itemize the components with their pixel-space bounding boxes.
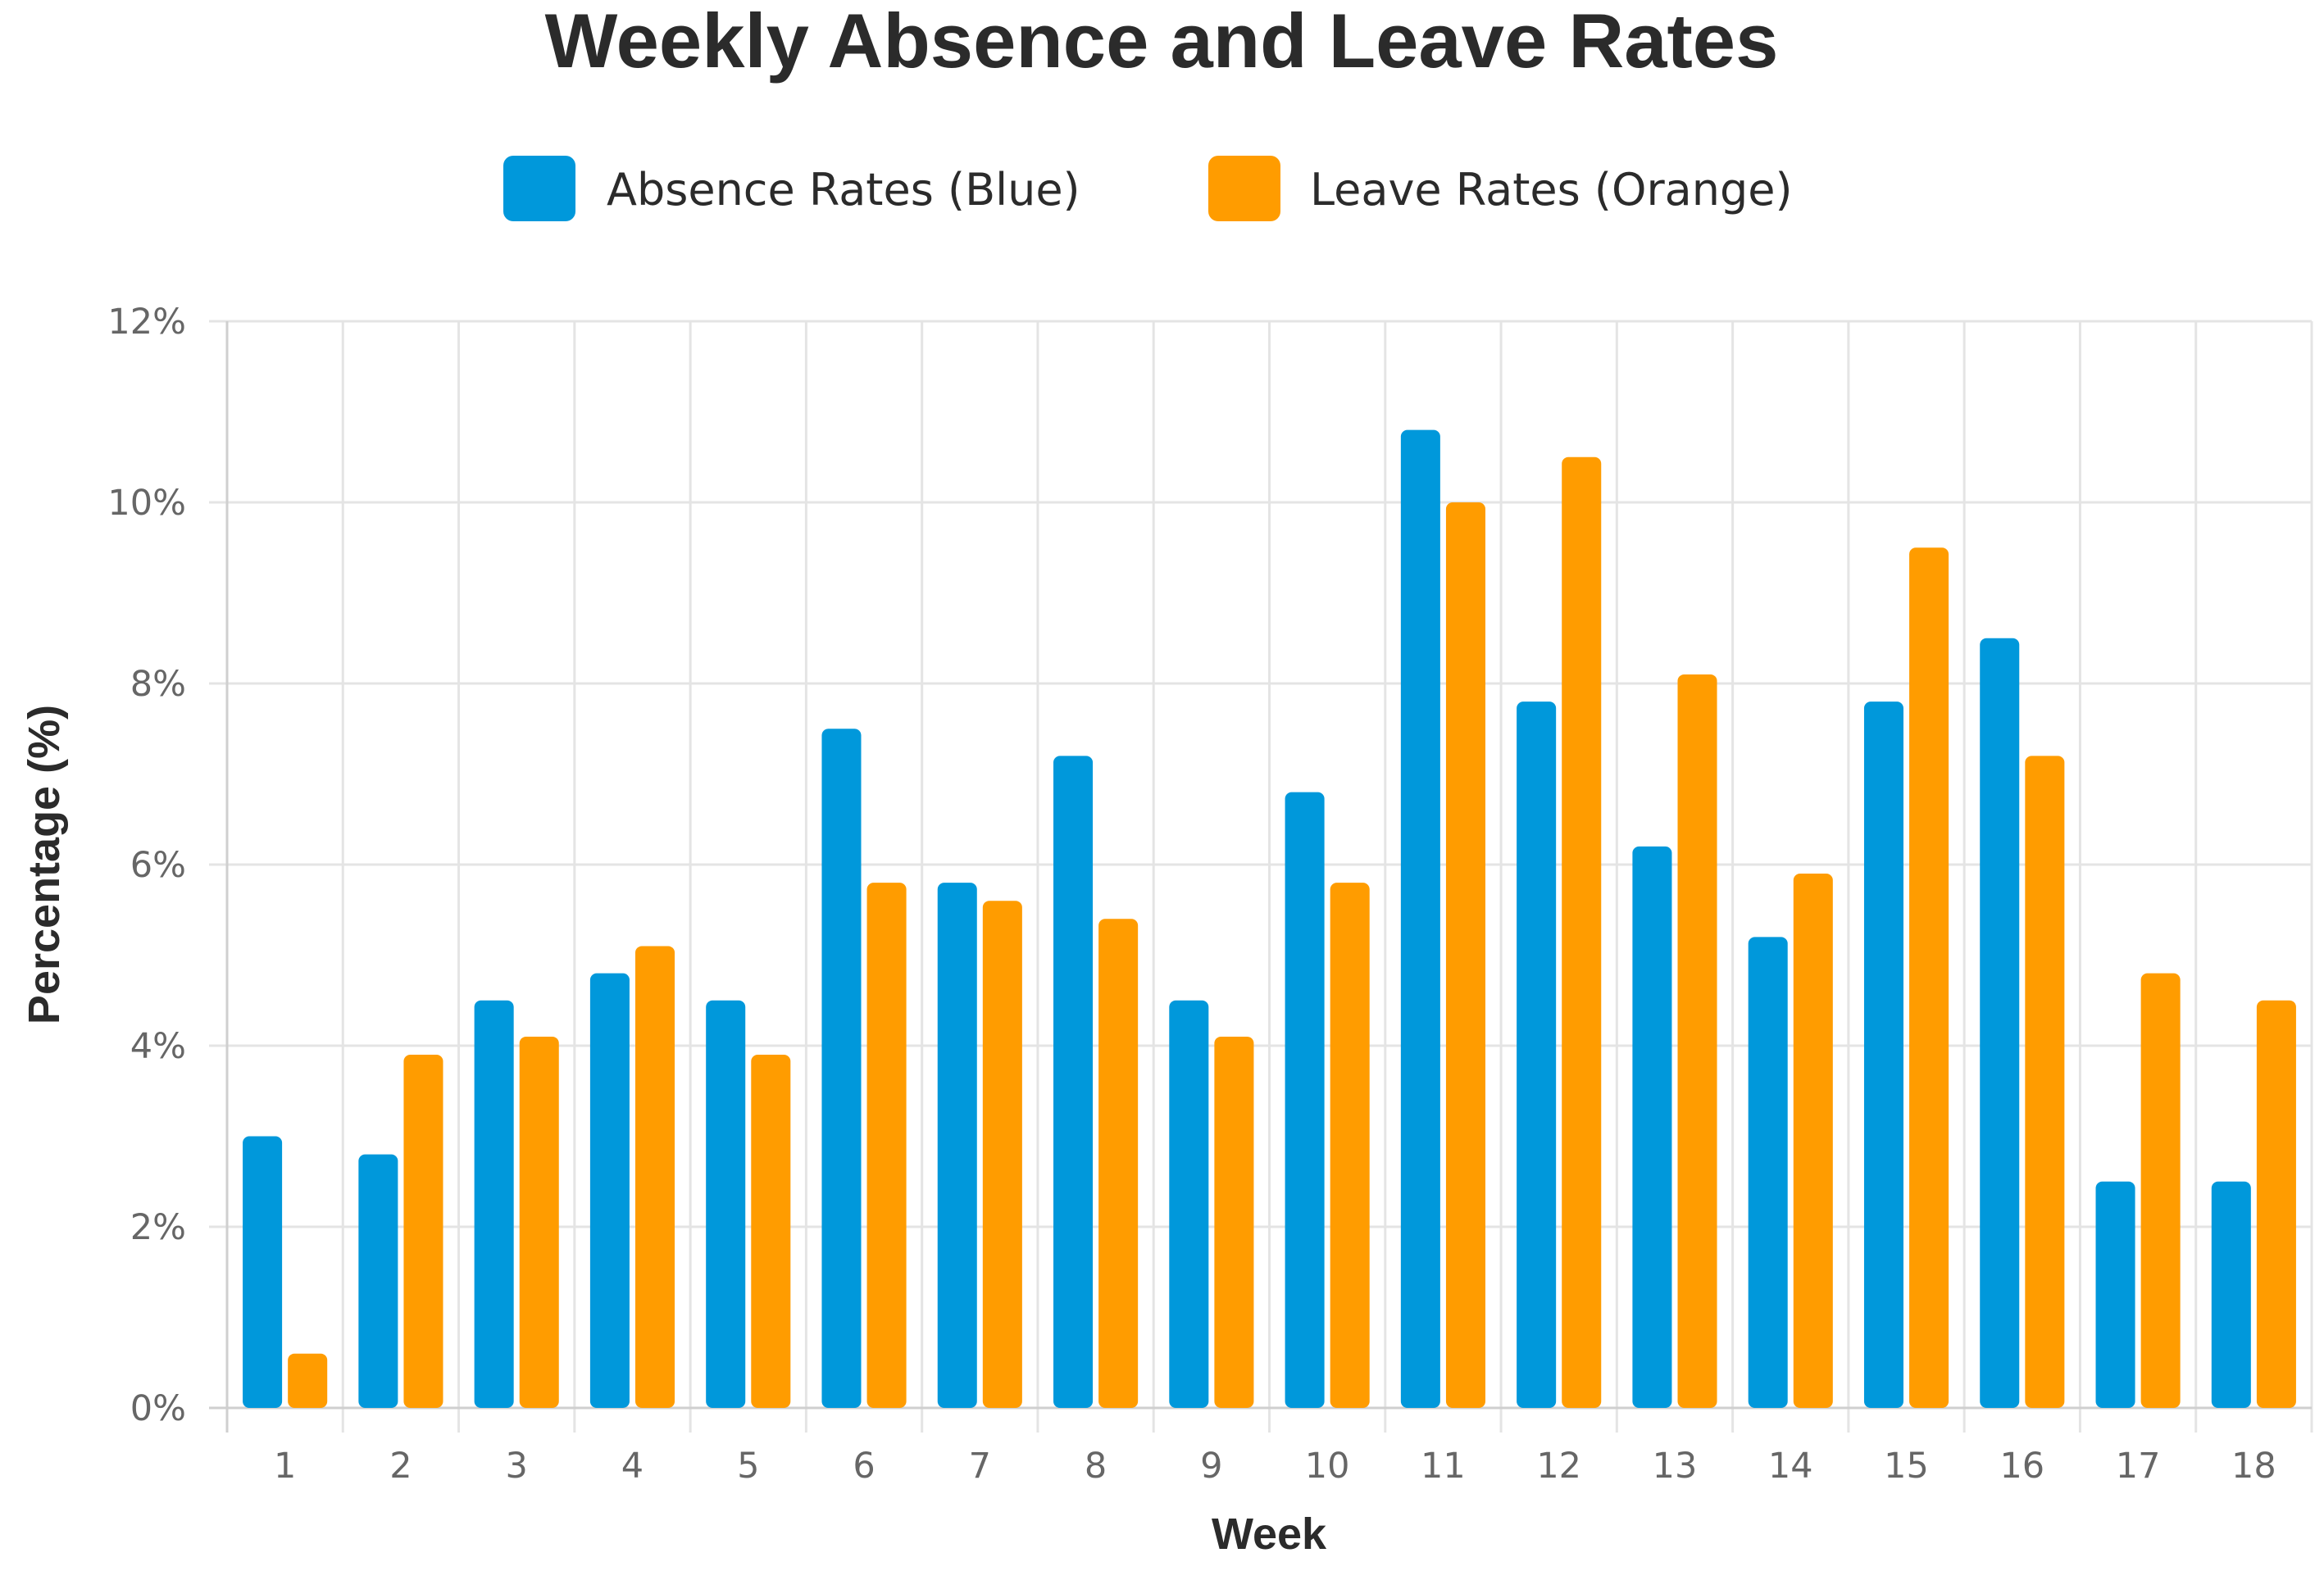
absence-bar-week-11[interactable]	[1400, 429, 1440, 1408]
x-tick-label: 14	[1768, 1446, 1813, 1487]
x-tick-label: 9	[1200, 1446, 1222, 1487]
leave-bar-week-17[interactable]	[2140, 973, 2181, 1408]
x-tick-label: 2	[389, 1446, 412, 1487]
absence-bar-week-3[interactable]	[474, 1000, 514, 1408]
x-tick-label: 16	[1999, 1446, 2044, 1487]
x-tick-label: 3	[506, 1446, 528, 1487]
bars	[243, 429, 2296, 1409]
y-axis-ticks: 0% 2% 4% 6% 8% 10% 12%	[107, 302, 186, 1429]
leave-bar-week-16[interactable]	[2025, 756, 2065, 1408]
leave-bar-week-1[interactable]	[288, 1353, 328, 1408]
chart-title: Weekly Absence and Leave Rates	[545, 0, 1779, 84]
leave-bar-week-12[interactable]	[1562, 456, 1602, 1408]
absence-bar-week-17[interactable]	[2095, 1181, 2135, 1408]
y-tick-label: 0%	[130, 1388, 186, 1429]
leave-bar-week-4[interactable]	[635, 946, 675, 1408]
leave-bar-week-7[interactable]	[982, 901, 1022, 1408]
x-tick-label: 15	[1884, 1446, 1929, 1487]
x-tick-label: 6	[853, 1446, 875, 1487]
x-tick-label: 8	[1085, 1446, 1107, 1487]
leave-bar-week-6[interactable]	[866, 883, 907, 1408]
y-tick-label: 10%	[107, 483, 186, 524]
leave-bar-week-13[interactable]	[1677, 674, 1717, 1408]
x-tick-label: 5	[737, 1446, 759, 1487]
absence-bar-week-10[interactable]	[1285, 792, 1325, 1408]
legend-swatch-leave	[1208, 156, 1280, 221]
leave-bar-week-8[interactable]	[1098, 919, 1139, 1408]
x-tick-label: 11	[1421, 1446, 1466, 1487]
absence-bar-week-15[interactable]	[1863, 702, 1903, 1408]
leave-bar-week-3[interactable]	[519, 1036, 559, 1408]
x-tick-label: 17	[2116, 1446, 2161, 1487]
leave-bar-week-18[interactable]	[2256, 1000, 2296, 1408]
absence-bar-week-7[interactable]	[937, 883, 977, 1408]
legend: Absence Rates (Blue) Leave Rates (Orange…	[503, 156, 1793, 221]
x-axis-ticks: 1 2 3 4 5 6 7 8 9 10 11 12 13 14 15 16 17 18	[274, 1446, 2276, 1487]
leave-bar-week-9[interactable]	[1214, 1036, 1254, 1408]
x-tick-label: 18	[2231, 1446, 2276, 1487]
absence-bar-week-8[interactable]	[1053, 756, 1094, 1408]
x-tick-label: 4	[621, 1446, 644, 1487]
absence-bar-week-13[interactable]	[1632, 846, 1672, 1408]
gridlines	[209, 320, 2313, 1433]
x-tick-label: 7	[969, 1446, 991, 1487]
y-tick-label: 6%	[130, 845, 186, 886]
absence-bar-week-9[interactable]	[1169, 1000, 1209, 1408]
leave-bar-week-15[interactable]	[1909, 547, 1949, 1408]
absence-bar-week-12[interactable]	[1517, 702, 1557, 1408]
absence-bar-week-16[interactable]	[1980, 638, 2020, 1408]
leave-bar-week-5[interactable]	[751, 1055, 791, 1408]
absence-bar-week-14[interactable]	[1748, 937, 1788, 1408]
legend-swatch-absence	[503, 156, 575, 221]
absence-bar-week-18[interactable]	[2211, 1181, 2251, 1408]
y-tick-label: 4%	[130, 1026, 186, 1067]
absence-bar-week-2[interactable]	[358, 1154, 398, 1408]
x-tick-label: 13	[1653, 1446, 1698, 1487]
legend-item-absence[interactable]: Absence Rates (Blue)	[503, 156, 1080, 221]
y-tick-label: 12%	[107, 302, 186, 343]
absence-bar-week-4[interactable]	[589, 973, 630, 1408]
y-tick-label: 2%	[130, 1207, 186, 1248]
legend-item-leave[interactable]: Leave Rates (Orange)	[1208, 156, 1793, 221]
legend-label-absence: Absence Rates (Blue)	[607, 164, 1080, 216]
axes	[209, 321, 2312, 1433]
x-tick-label: 10	[1305, 1446, 1350, 1487]
y-tick-label: 8%	[130, 664, 186, 705]
absence-bar-week-1[interactable]	[243, 1136, 283, 1409]
absence-bar-week-6[interactable]	[821, 729, 862, 1408]
x-tick-label: 1	[274, 1446, 296, 1487]
leave-bar-week-14[interactable]	[1793, 874, 1833, 1408]
leave-bar-week-11[interactable]	[1445, 502, 1485, 1408]
leave-bar-week-10[interactable]	[1330, 883, 1370, 1408]
x-tick-label: 12	[1536, 1446, 1581, 1487]
leave-bar-week-2[interactable]	[403, 1055, 443, 1408]
absence-bar-week-5[interactable]	[706, 1000, 746, 1408]
y-axis-label: Percentage (%)	[20, 705, 69, 1024]
x-axis-label: Week	[1212, 1510, 1327, 1559]
legend-label-leave: Leave Rates (Orange)	[1310, 164, 1793, 216]
